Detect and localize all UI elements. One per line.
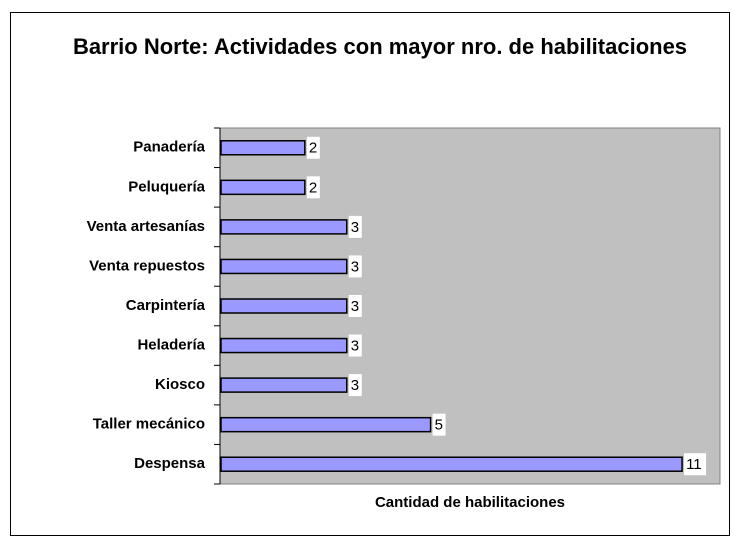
y-tick-label: Carpintería	[126, 297, 206, 314]
value-label: 3	[351, 219, 359, 236]
bar	[220, 337, 348, 354]
bar	[220, 219, 348, 235]
bar	[220, 179, 306, 196]
y-tick-label: Despensa	[134, 455, 206, 472]
y-tick-label: Heladería	[137, 337, 205, 354]
value-label-bg	[348, 255, 362, 278]
value-label: 2	[309, 140, 317, 157]
value-label: 5	[435, 417, 443, 434]
bar	[220, 258, 348, 275]
y-tick-label: Kiosco	[155, 376, 205, 393]
bar	[220, 298, 348, 314]
value-label: 3	[351, 258, 359, 275]
value-label: 3	[351, 298, 359, 315]
value-label-bg	[348, 295, 362, 317]
value-label: 3	[351, 338, 359, 355]
y-tick-label: Peluquería	[128, 178, 205, 195]
y-tick-label: Taller mecánico	[93, 416, 205, 433]
y-tick-label: Venta repuestos	[89, 257, 205, 274]
bar	[220, 377, 348, 393]
value-label: 11	[686, 456, 702, 473]
value-label-bg	[306, 136, 320, 159]
chart-title: Barrio Norte: Actividades con mayor nro.…	[72, 34, 688, 59]
value-label-bg	[348, 334, 362, 357]
value-label: 2	[309, 179, 317, 196]
y-tick-label: Panadería	[133, 139, 205, 156]
x-axis-label: Cantidad de habilitaciones	[375, 494, 565, 511]
value-label-bg	[348, 215, 362, 238]
value-label: 3	[351, 377, 359, 394]
value-label-bg	[432, 413, 446, 436]
value-label-bg	[348, 374, 362, 397]
value-label-bg	[684, 453, 707, 476]
bar	[220, 456, 683, 472]
value-label-bg	[306, 176, 320, 199]
bar	[220, 416, 432, 433]
bar	[220, 140, 306, 156]
y-tick-label: Venta artesanías	[87, 218, 205, 235]
